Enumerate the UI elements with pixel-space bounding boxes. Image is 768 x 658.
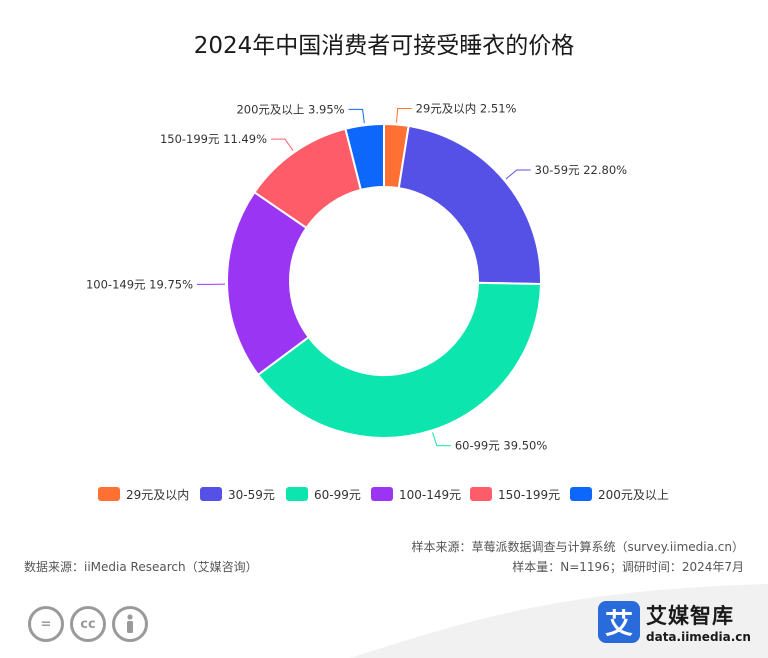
leader-line-5: [348, 108, 365, 124]
legend-label: 60-99元: [314, 487, 361, 502]
leader-line-2: [432, 432, 451, 447]
data-label-1: 30-59元 22.80%: [535, 163, 627, 177]
leader-line-1: [505, 169, 531, 180]
person-icon: [112, 606, 148, 642]
leader-line-0: [396, 108, 412, 123]
slice-5: [344, 122, 385, 192]
legend-item-2: 60-99元: [286, 484, 361, 504]
donut-slices: [226, 122, 542, 439]
legend-item-1: 30-59元: [200, 484, 275, 504]
data-label-4: 150-199元 11.49%: [160, 132, 267, 146]
data-labels: 29元及以内 2.51% 30-59元 22.80% 60-99元 39.50% 10…: [86, 102, 627, 453]
brand: 艾 艾媒智库 data.iimedia.cn: [598, 600, 751, 644]
legend-label: 100-149元: [399, 487, 462, 502]
legend-swatch: [470, 487, 492, 501]
legend-label: 200元及以上: [598, 487, 669, 502]
slice-2: [256, 281, 542, 439]
data-source: 数据来源：iiMedia Research（艾媒咨询）: [24, 560, 258, 574]
legend-label: 150-199元: [498, 487, 561, 502]
legend-item-5: 200元及以上: [570, 484, 669, 504]
brand-url: data.iimedia.cn: [646, 630, 751, 644]
legend-swatch: [200, 487, 222, 501]
sample-info: 样本量：N=1196；调研时间：2024年7月: [512, 560, 744, 574]
cc-icon: cc: [70, 606, 106, 642]
legend-label: 29元及以内: [126, 487, 190, 502]
sample-source: 样本来源：草莓派数据调查与计算系统（survey.iimedia.cn）: [411, 540, 744, 554]
equal-icon: =: [28, 606, 64, 642]
legend-item-4: 150-199元: [470, 484, 560, 504]
slice-1: [397, 124, 542, 286]
brand-name: 艾媒智库: [646, 604, 734, 628]
legend-swatch: [286, 487, 308, 501]
legend-label: 30-59元: [228, 487, 275, 502]
label-leaders: [197, 108, 531, 447]
legend-swatch: [98, 487, 120, 501]
legend-item-3: 100-149元: [371, 484, 461, 504]
license-icons: = cc: [28, 606, 148, 642]
donut-chart: 29元及以内 2.51% 30-59元 22.80% 60-99元 39.50% 10…: [86, 102, 627, 453]
legend-swatch: [570, 487, 592, 501]
brand-logo-icon: 艾: [598, 601, 640, 643]
data-label-3: 100-149元 19.75%: [86, 277, 193, 291]
chart-title: 2024年中国消费者可接受睡衣的价格: [193, 33, 575, 59]
legend-swatch: [371, 487, 393, 501]
legend: 29元及以内 30-59元 60-99元 100-149元 150-199元 200元及以…: [0, 484, 768, 504]
data-label-0: 29元及以内 2.51%: [416, 102, 517, 116]
data-label-5: 200元及以上 3.95%: [236, 102, 344, 116]
data-label-2: 60-99元 39.50%: [455, 439, 547, 453]
leader-line-4: [271, 138, 294, 151]
legend-item-0: 29元及以内: [98, 484, 189, 504]
